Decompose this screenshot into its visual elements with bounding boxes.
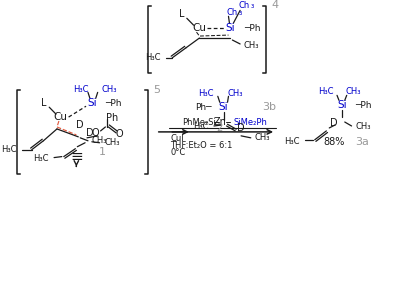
- Text: CH₃: CH₃: [346, 87, 361, 96]
- Text: D: D: [76, 120, 84, 130]
- Text: THF:Et₂O = 6:1: THF:Et₂O = 6:1: [170, 141, 233, 150]
- Text: Si: Si: [87, 98, 97, 108]
- Text: CH₃: CH₃: [356, 122, 371, 131]
- Text: Cu: Cu: [54, 112, 68, 122]
- Text: H₃C: H₃C: [145, 53, 161, 62]
- Text: ₃: ₃: [251, 1, 254, 10]
- Text: ₃: ₃: [239, 8, 242, 17]
- Text: ─Ph: ─Ph: [106, 99, 122, 108]
- Text: H₃C: H₃C: [74, 85, 89, 94]
- Text: CH₃: CH₃: [255, 133, 270, 142]
- Text: Zn: Zn: [213, 117, 226, 127]
- Text: O: O: [115, 129, 123, 139]
- Text: L: L: [41, 98, 46, 108]
- Text: CH₃: CH₃: [244, 41, 260, 50]
- Text: PhMe₂Si: PhMe₂Si: [182, 118, 216, 126]
- Text: 88%: 88%: [324, 137, 345, 147]
- Text: D: D: [86, 128, 94, 138]
- Text: 3b: 3b: [262, 102, 276, 112]
- Text: Ph─: Ph─: [196, 103, 212, 112]
- Text: Si: Si: [226, 23, 235, 33]
- Text: ─Ph: ─Ph: [244, 24, 260, 33]
- Text: Si: Si: [337, 100, 347, 110]
- Text: CuI: CuI: [170, 134, 184, 143]
- Text: Ph: Ph: [106, 113, 118, 123]
- Text: H₃C: H₃C: [198, 89, 214, 98]
- Text: Ch: Ch: [226, 8, 238, 17]
- Text: D: D: [330, 118, 338, 128]
- Text: SiMe₂Ph: SiMe₂Ph: [233, 118, 267, 126]
- Text: H₃C: H₃C: [33, 154, 48, 163]
- Text: O: O: [92, 128, 100, 138]
- Text: CH₃: CH₃: [228, 89, 243, 98]
- Text: H₃C: H₃C: [1, 145, 16, 154]
- Text: 0°C: 0°C: [170, 148, 186, 157]
- Text: ─Ph: ─Ph: [356, 101, 372, 110]
- Text: H₃C: H₃C: [319, 87, 334, 96]
- Text: Cu: Cu: [192, 23, 206, 33]
- Text: 5: 5: [153, 86, 160, 95]
- Text: CH₃: CH₃: [104, 138, 120, 147]
- Text: 3a: 3a: [355, 137, 369, 147]
- Text: H₃C: H₃C: [193, 122, 208, 131]
- Text: CH₃: CH₃: [102, 85, 117, 94]
- Text: ≡: ≡: [70, 149, 83, 164]
- Text: Si: Si: [219, 102, 228, 112]
- Text: L: L: [179, 9, 185, 19]
- Text: 2: 2: [217, 123, 223, 133]
- Text: 4: 4: [272, 1, 278, 10]
- Text: 1: 1: [99, 147, 106, 157]
- Text: H₃C: H₃C: [284, 137, 299, 146]
- Text: D: D: [237, 123, 245, 133]
- Text: Ch: Ch: [238, 1, 250, 10]
- Text: CH₃: CH₃: [92, 136, 107, 145]
